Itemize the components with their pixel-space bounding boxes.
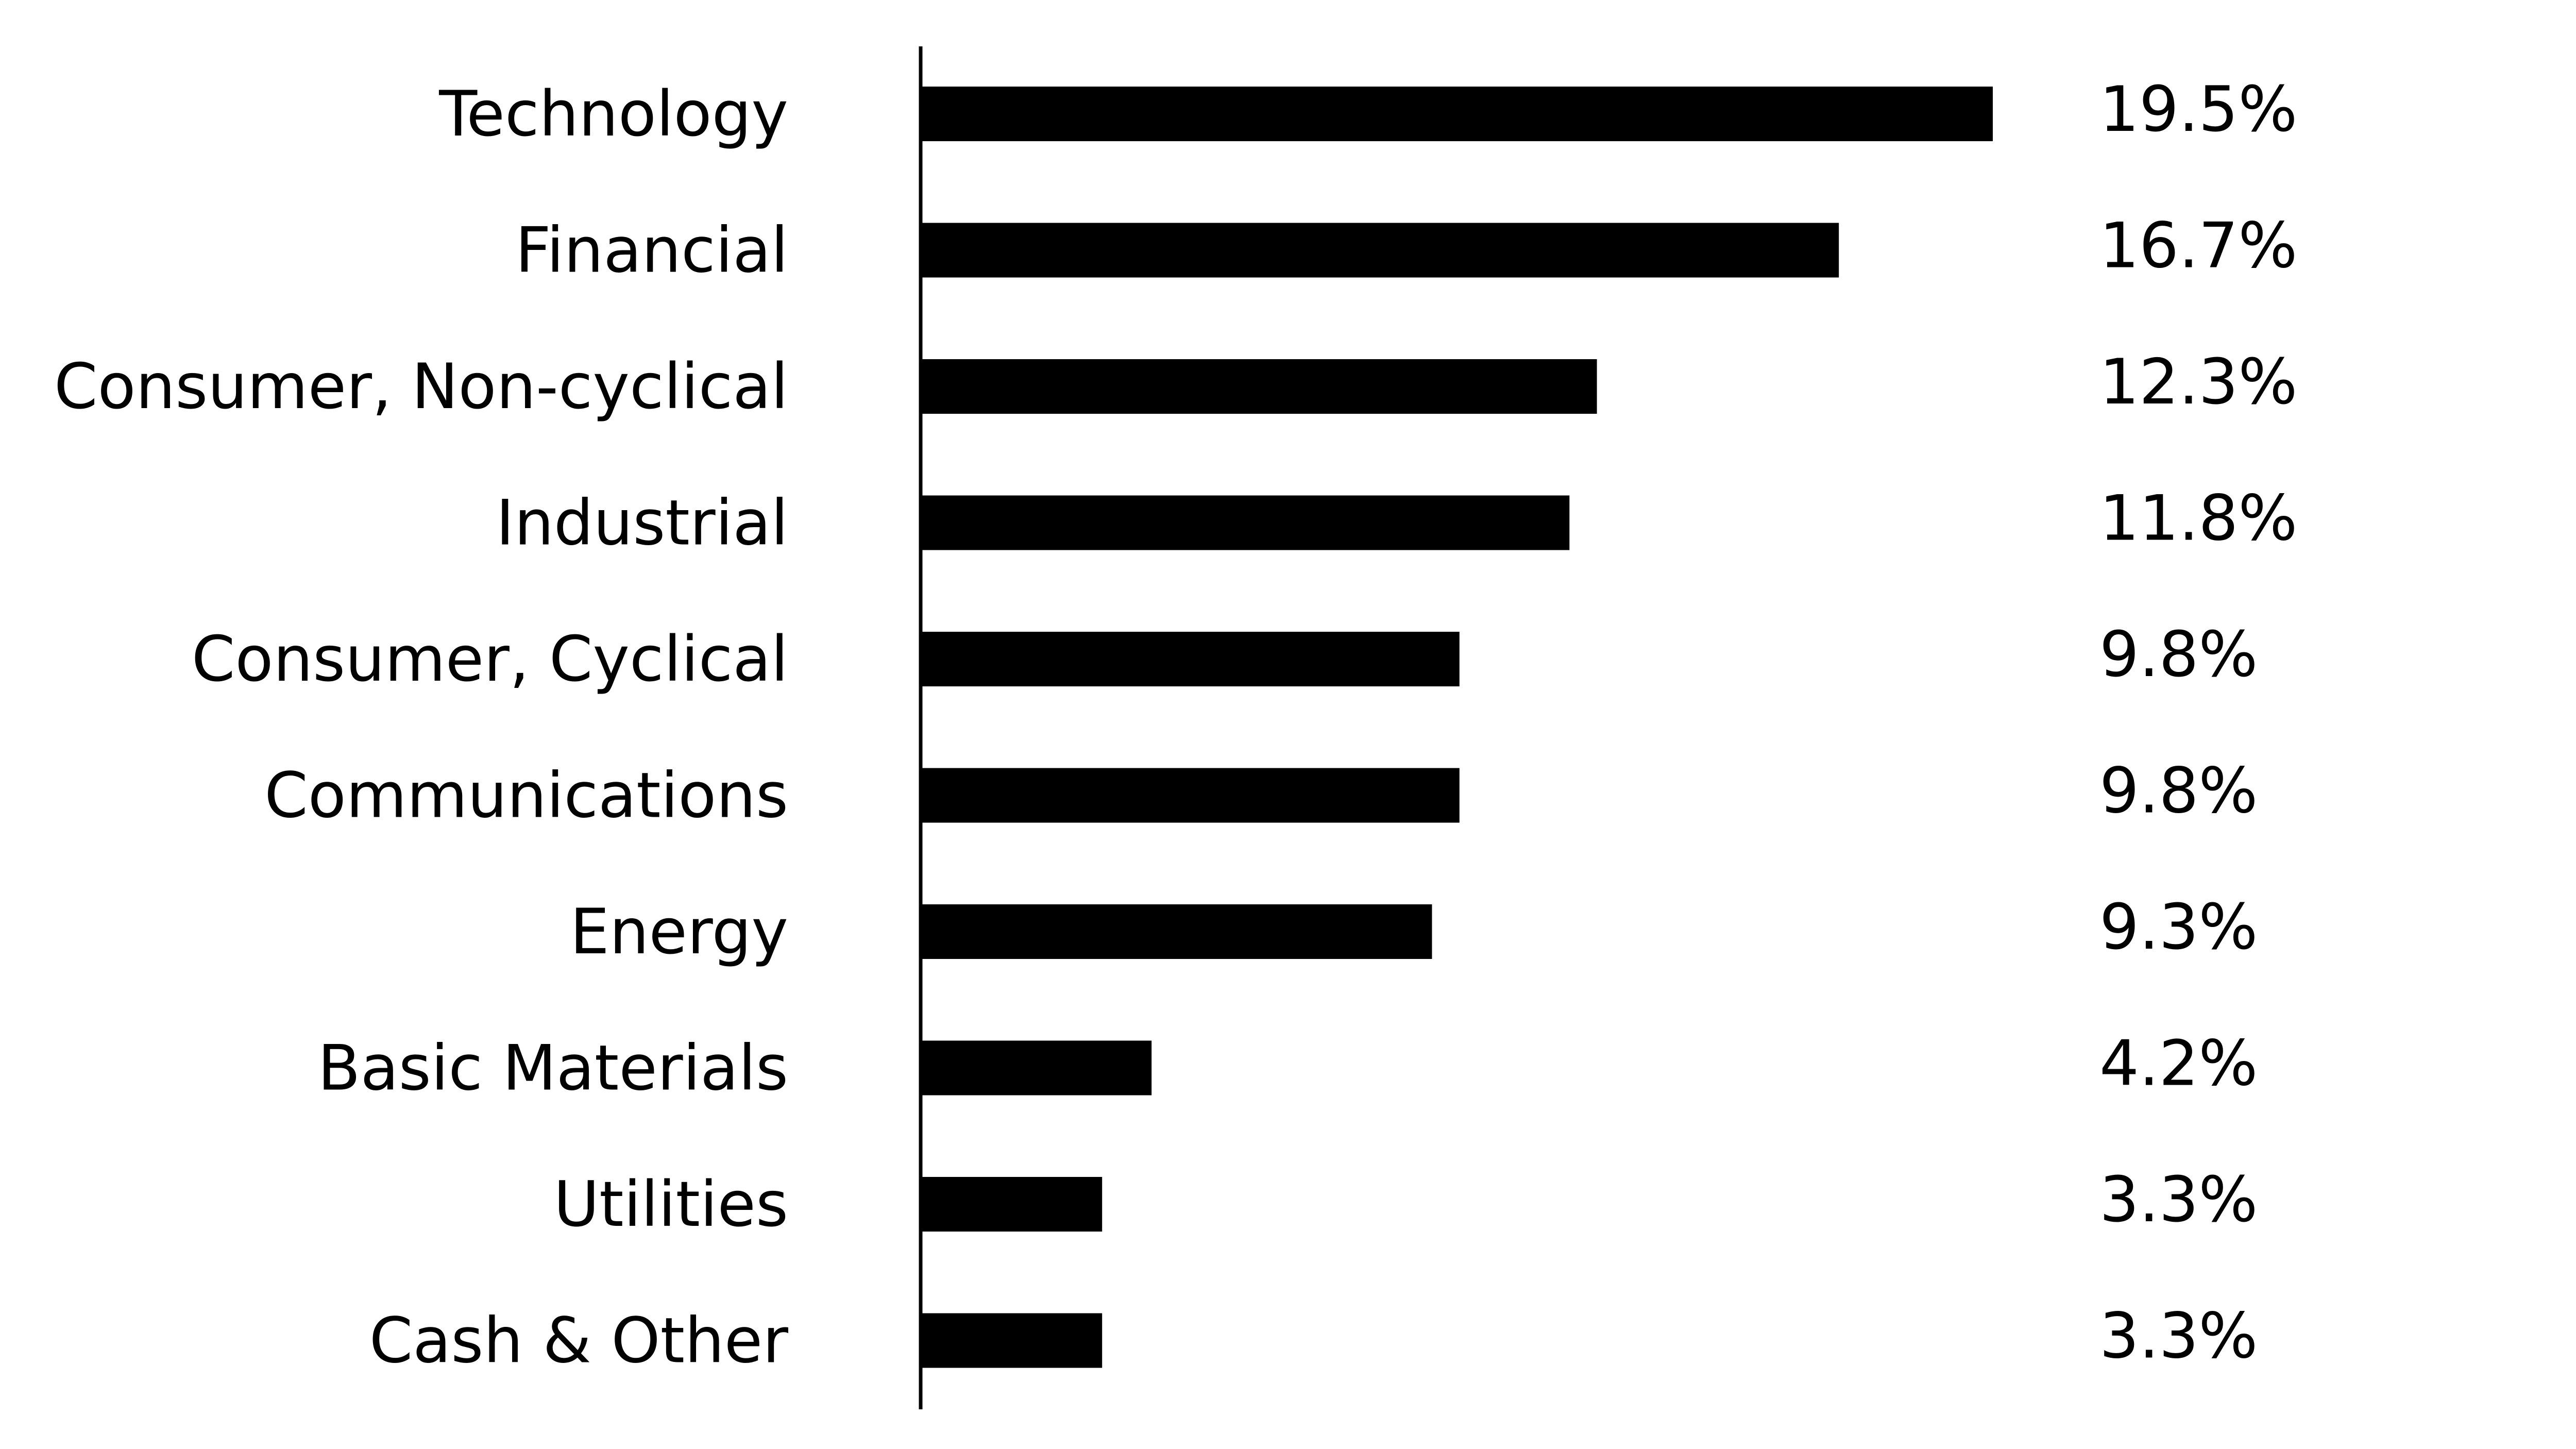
bar-5	[921, 768, 1460, 823]
bar-0	[921, 87, 1993, 141]
value-label-7: 4.2%	[2099, 1027, 2258, 1100]
bar-9	[921, 1313, 1103, 1368]
value-label-2: 12.3%	[2099, 346, 2297, 418]
bar-6	[921, 904, 1432, 959]
value-label-3: 11.8%	[2099, 482, 2297, 555]
value-labels-group: 19.5% 16.7% 12.3% 11.8% 9.8% 9.8% 9.3% 4.2% 3.3%…	[2099, 73, 2297, 1373]
value-label-1: 16.7%	[2099, 210, 2297, 282]
category-label-6: Energy	[570, 896, 788, 968]
bar-8	[921, 1177, 1103, 1232]
category-label-0: Technology	[438, 78, 788, 150]
category-label-8: Utilities	[554, 1168, 788, 1241]
value-label-4: 9.8%	[2099, 618, 2258, 691]
bar-1	[921, 223, 1839, 278]
bar-3	[921, 495, 1570, 550]
category-label-4: Consumer, Cyclical	[192, 623, 788, 696]
bar-4	[921, 632, 1460, 686]
bar-7	[921, 1040, 1152, 1096]
value-label-6: 9.3%	[2099, 891, 2258, 964]
value-label-8: 3.3%	[2099, 1164, 2258, 1236]
category-labels-group: Technology Financial Consumer, Non-cyclica…	[54, 78, 788, 1377]
category-label-3: Industrial	[496, 487, 788, 560]
bars-group	[921, 87, 1993, 1368]
value-label-5: 9.8%	[2099, 755, 2258, 828]
value-label-0: 19.5%	[2099, 73, 2297, 146]
category-label-5: Communications	[264, 760, 788, 832]
value-label-9: 3.3%	[2099, 1300, 2258, 1373]
category-label-1: Financial	[515, 214, 788, 287]
category-label-9: Cash & Other	[369, 1305, 788, 1377]
bar-2	[921, 359, 1597, 414]
category-label-2: Consumer, Non-cyclical	[54, 350, 788, 423]
category-label-7: Basic Materials	[318, 1032, 788, 1105]
